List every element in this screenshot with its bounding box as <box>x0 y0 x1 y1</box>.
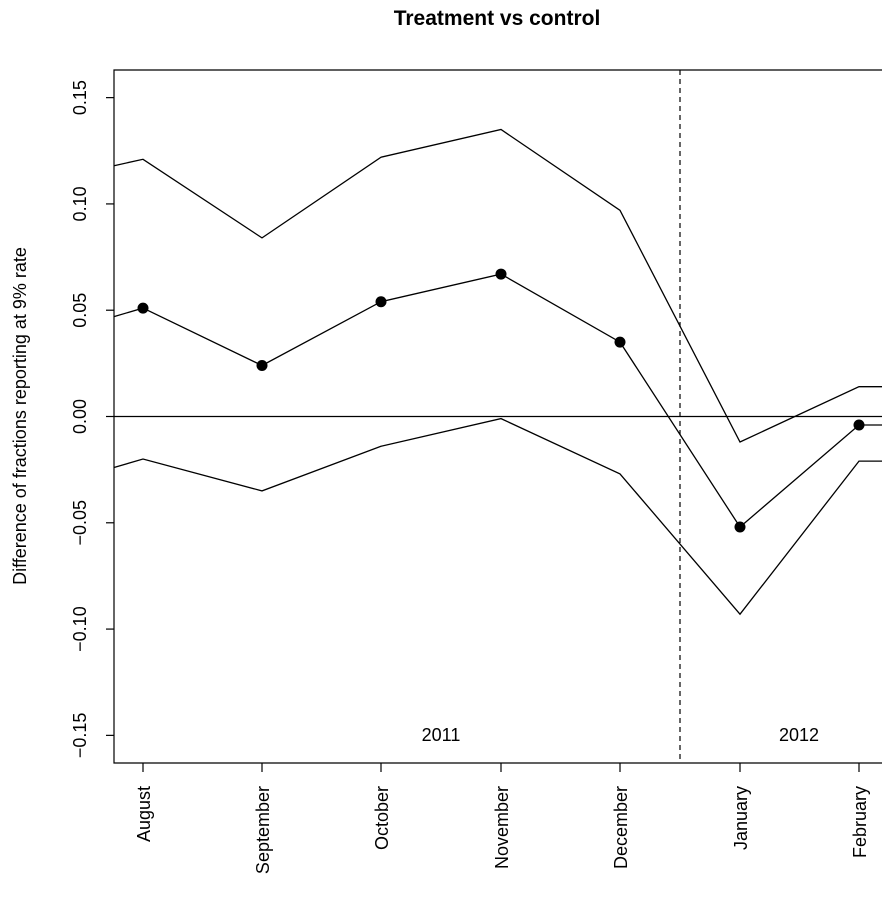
y-axis-label: Difference of fractions reporting at 9% … <box>10 247 30 585</box>
estimate-point <box>614 336 626 348</box>
x-tick-label: October <box>372 786 392 850</box>
x-tick-label: September <box>253 786 273 874</box>
estimate-point <box>495 268 507 280</box>
plot-area: −0.15 −0.10 −0.05 0.00 0.05 0.10 0.15 August Sep… <box>70 69 882 874</box>
x-tick-label: August <box>134 786 154 842</box>
x-tick-label: February <box>850 786 870 858</box>
y-tick-label: −0.05 <box>70 500 90 546</box>
y-tick-label: 0.00 <box>70 399 90 434</box>
y-tick-label: 0.05 <box>70 293 90 328</box>
chart-title: Treatment vs control <box>394 7 601 30</box>
estimate-line <box>113 273 882 528</box>
estimate-point <box>137 302 149 314</box>
estimate-point <box>375 296 387 308</box>
estimate-point <box>853 419 865 431</box>
y-tick-label: −0.10 <box>70 606 90 652</box>
estimate-point <box>256 359 268 371</box>
estimate-point <box>734 521 746 533</box>
year-label: 2011 <box>422 725 461 745</box>
x-tick-label: December <box>611 786 631 869</box>
y-tick-label: 0.15 <box>70 80 90 115</box>
upper-bound-line <box>113 128 882 443</box>
lower-bound-line <box>113 417 882 616</box>
y-tick-label: 0.10 <box>70 186 90 221</box>
x-tick-label: November <box>492 786 512 869</box>
x-tick-label: January <box>731 786 751 850</box>
year-label: 2012 <box>779 725 819 745</box>
y-tick-label: −0.15 <box>70 713 90 759</box>
